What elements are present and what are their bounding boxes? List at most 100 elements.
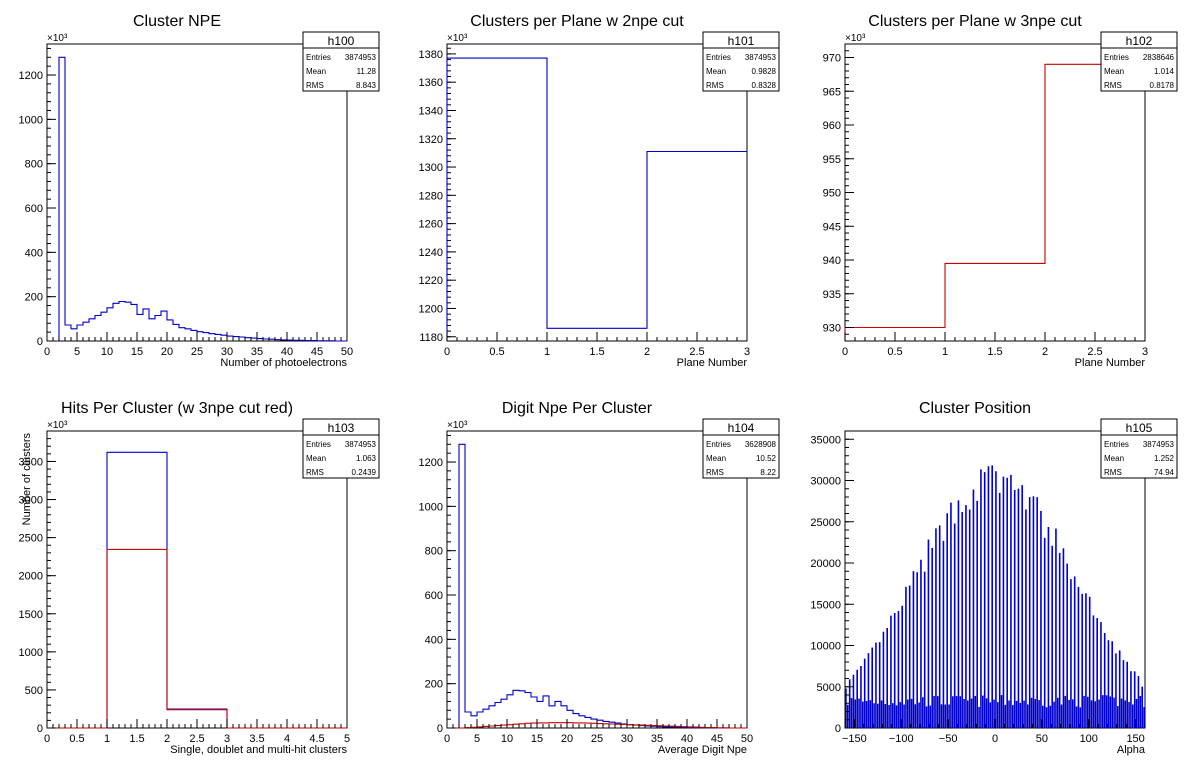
bin [627, 725, 633, 728]
bin [465, 712, 471, 728]
y-multiplier: ×10³ [447, 420, 468, 431]
bin [675, 726, 681, 728]
bin [519, 724, 525, 728]
bin [119, 302, 125, 341]
bin [669, 726, 675, 728]
y-tick-label: 1280 [419, 190, 443, 202]
y-tick-label: 400 [425, 634, 443, 646]
chart-title: Hits Per Cluster (w 3npe cut red) [61, 400, 293, 417]
x-tick-label: 150 [1126, 733, 1144, 745]
bin [125, 302, 131, 341]
stats-frame [702, 31, 780, 92]
bin [65, 325, 71, 341]
x-tick-label: −150 [842, 733, 867, 745]
bin [585, 723, 591, 728]
x-tick-label: 3 [224, 733, 230, 745]
stats-frame [1100, 31, 1178, 92]
chart-title: Digit Npe Per Cluster [502, 400, 653, 417]
bin [447, 58, 547, 341]
x-tick-label: 0 [444, 346, 450, 358]
y-tick-label: 3000 [19, 495, 43, 507]
bin [549, 723, 555, 728]
bin [501, 699, 507, 728]
stats-value: 3628908 [745, 440, 777, 449]
bin [687, 727, 693, 728]
stats-value: 2838646 [1143, 53, 1175, 62]
y-tick-label: 400 [25, 247, 43, 259]
x-tick-label: 25 [191, 346, 203, 358]
stats-label: Entries [706, 53, 731, 62]
y-tick-label: 5000 [817, 682, 841, 694]
bin [507, 695, 513, 728]
stats-frame [1100, 418, 1178, 479]
x-tick-label: 20 [161, 346, 173, 358]
x-tick-label: 100 [1080, 733, 1098, 745]
x-tick-label: 1.5 [129, 733, 144, 745]
y-tick-label: 200 [25, 292, 43, 304]
y-tick-label: 1180 [419, 332, 443, 344]
bin [507, 725, 513, 728]
bin [239, 337, 245, 341]
bin [281, 340, 287, 341]
bin [1045, 64, 1145, 341]
y-tick-label: 1380 [419, 49, 443, 61]
plot-frame [446, 430, 748, 729]
plot-frame [844, 430, 1146, 729]
bin [233, 337, 239, 341]
bin [681, 727, 687, 728]
bin [185, 329, 191, 341]
stats-label: RMS [706, 468, 724, 477]
bin [945, 263, 1045, 341]
y-tick-label: 1000 [19, 114, 43, 126]
stats-frame [702, 418, 780, 479]
stats-label: Mean [706, 454, 726, 463]
chart-h100: Cluster NPE 0 200 400 600 800 1000 1200 0 5 10 15 20… [19, 13, 380, 369]
x-tick-label: 5 [344, 733, 350, 745]
bin [251, 338, 257, 341]
series-outline [447, 722, 747, 729]
bin [543, 723, 549, 728]
y-tick-label: 600 [425, 590, 443, 602]
bin [293, 340, 299, 341]
x-tick-label: 20 [561, 733, 573, 745]
y-tick-label: 1500 [19, 609, 43, 621]
y-tick-label: 940 [823, 255, 841, 267]
series-0 [845, 465, 1145, 728]
y-tick-label: 1000 [19, 647, 43, 659]
y-tick-label: 1300 [419, 162, 443, 174]
x-tick-label: 50 [741, 733, 753, 745]
x-tick-label: 15 [531, 733, 543, 745]
y-multiplier: ×10³ [845, 33, 866, 44]
bin [107, 549, 167, 728]
bin [615, 724, 621, 728]
bin [633, 725, 639, 728]
stats-value: 10.52 [756, 454, 777, 463]
bin [483, 709, 489, 728]
series-outline [47, 451, 347, 729]
chart-h101: Clusters per Plane w 2npe cut11801200122… [419, 13, 780, 369]
stats-value: 1.252 [1154, 454, 1175, 463]
stats-label: Entries [306, 53, 331, 62]
bin [495, 703, 501, 728]
x-tick-label: 3 [1142, 346, 1148, 358]
stats-label: RMS [306, 81, 324, 90]
bin [275, 340, 281, 341]
bin [597, 724, 603, 728]
series-0 [47, 451, 347, 729]
y-tick-label: 970 [823, 53, 841, 65]
x-tick-label: 0 [444, 733, 450, 745]
stats-label: RMS [1104, 468, 1122, 477]
x-tick-label: 50 [1036, 733, 1048, 745]
y-tick-label: 965 [823, 86, 841, 98]
x-tick-label: −100 [889, 733, 914, 745]
bin [95, 316, 101, 341]
y-tick-label: 1260 [419, 219, 443, 231]
x-tick-label: 2 [644, 346, 650, 358]
stats-value: 1.063 [356, 454, 377, 463]
chart-h104: Digit Npe Per Cluster0200400600800100012… [419, 400, 780, 756]
chart-h102: Clusters per Plane w 3npe cut 930 935 940 94… [823, 13, 1178, 369]
y-tick-label: 0 [437, 723, 443, 735]
bin [71, 329, 77, 341]
stats-value: 3874953 [745, 53, 777, 62]
bin [531, 723, 537, 728]
